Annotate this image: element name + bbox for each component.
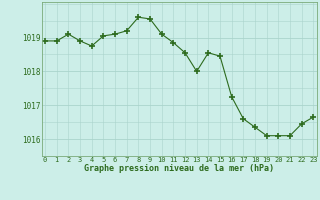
X-axis label: Graphe pression niveau de la mer (hPa): Graphe pression niveau de la mer (hPa): [84, 164, 274, 173]
